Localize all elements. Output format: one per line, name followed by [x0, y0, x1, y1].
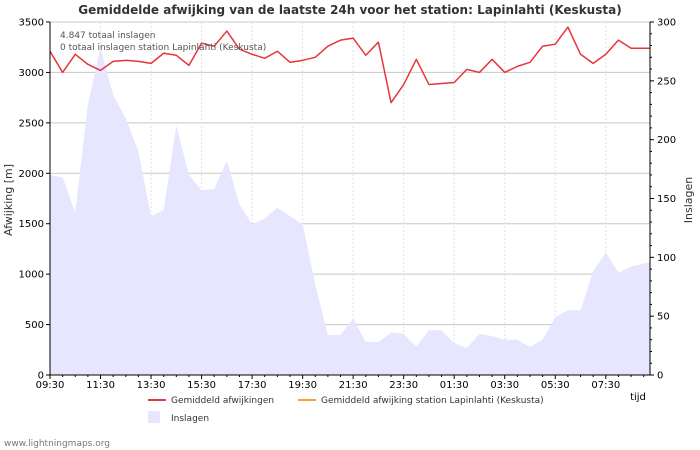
x-tick-label-10: 05:30	[541, 380, 570, 391]
legend-swatch-inslagen	[148, 411, 160, 423]
legend-label-station: Gemiddeld afwijking station Lapinlahti (…	[321, 396, 544, 406]
y-left-tick-label-7: 3500	[19, 18, 44, 29]
y-right-tick-label-1: 50	[657, 312, 670, 323]
y-right-tick-label-6: 300	[657, 18, 676, 29]
y-left-tick-label-3: 1500	[19, 219, 44, 230]
inslagen-area	[49, 47, 651, 376]
afwijking-line	[49, 26, 651, 104]
legend-label-inslagen: Inslagen	[171, 414, 209, 424]
y-axis-left-ticks: 0 500 1000 1500 2000 2500 3000 3500	[19, 18, 50, 382]
y-right-tick-label-4: 200	[657, 135, 676, 146]
y-left-tick-label-2: 1000	[19, 270, 44, 281]
y-axis-right-ticks: 0 50 100 150 200 250 300	[650, 18, 676, 382]
x-axis-label: tijd	[630, 392, 646, 403]
y-axis-left-label: Afwijking [m]	[2, 164, 15, 236]
x-tick-label-8: 01:30	[440, 380, 469, 391]
x-tick-label-7: 23:30	[389, 380, 418, 391]
x-axis-ticks: 09:30 11:30 13:30 15:30 17:30 19:30 21:30 23:30…	[36, 375, 645, 391]
x-tick-label-5: 19:30	[288, 380, 317, 391]
x-tick-label-9: 03:30	[490, 380, 519, 391]
chart-title: Gemiddelde afwijking van de laatste 24h …	[78, 3, 621, 17]
inslagen-area-path	[50, 47, 650, 376]
x-tick-label-1: 11:30	[86, 380, 115, 391]
annotation-station: 0 totaal inslagen station Lapinlahti (Ke…	[60, 43, 266, 53]
x-tick-label-4: 17:30	[238, 380, 267, 391]
y-left-tick-label-0: 0	[38, 371, 44, 382]
x-tick-label-0: 09:30	[36, 380, 65, 391]
x-tick-label-2: 13:30	[137, 380, 166, 391]
y-left-tick-label-5: 2500	[19, 118, 44, 129]
y-left-tick-label-4: 2000	[19, 169, 44, 180]
x-tick-label-6: 21:30	[339, 380, 368, 391]
y-left-tick-label-1: 500	[25, 320, 44, 331]
x-tick-label-3: 15:30	[187, 380, 216, 391]
annotation-total: 4.847 totaal inslagen	[60, 31, 155, 41]
y-right-tick-label-2: 100	[657, 253, 676, 264]
legend-label-afwijkingen: Gemiddeld afwijkingen	[171, 396, 274, 406]
y-right-tick-label-0: 0	[657, 371, 663, 382]
y-right-tick-label-5: 250	[657, 76, 676, 87]
x-tick-label-11: 07:30	[591, 380, 620, 391]
y-right-tick-label-3: 150	[657, 194, 676, 205]
legend: Gemiddeld afwijkingen Gemiddeld afwijkin…	[148, 396, 544, 424]
series-line-0	[49, 26, 650, 104]
y-left-tick-label-6: 3000	[19, 68, 44, 79]
credit-text: www.lightningmaps.org	[4, 439, 110, 449]
y-axis-right-label: Inslagen	[682, 177, 695, 223]
